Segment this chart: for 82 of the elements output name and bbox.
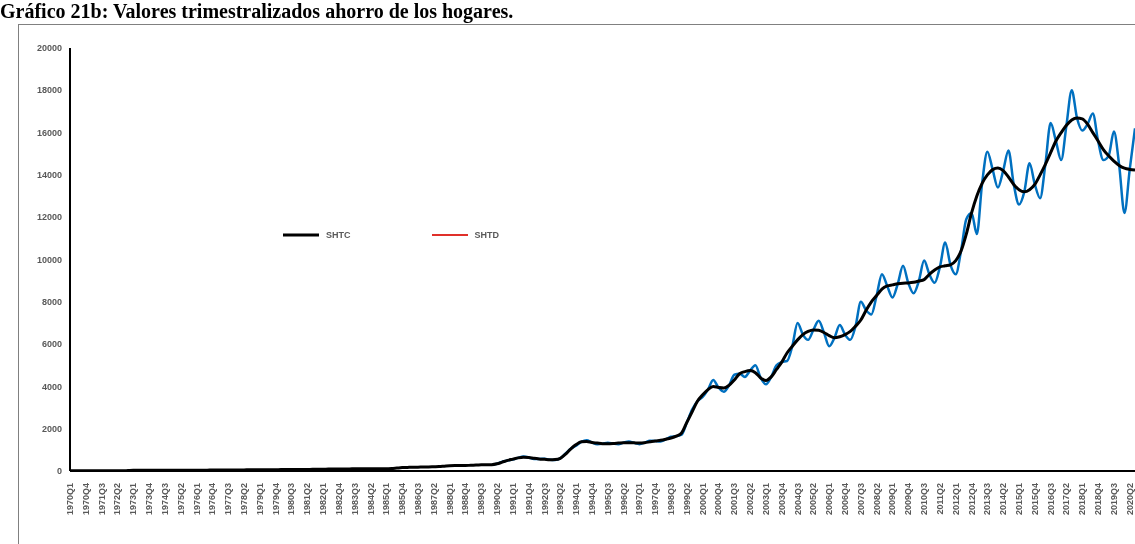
x-tick-label: 2018Q1	[1077, 483, 1088, 516]
x-tick-label: 2005Q2	[808, 483, 819, 516]
x-tick-label: 1990Q2	[492, 483, 503, 516]
y-tick-label: 10000	[36, 254, 62, 265]
x-tick-label: 2018Q4	[1093, 483, 1104, 516]
x-tick-label: 2000Q4	[713, 483, 724, 516]
y-tick-label: 12000	[36, 212, 62, 223]
x-tick-label: 1991Q4	[523, 483, 534, 516]
x-tick-label: 1972Q2	[112, 483, 123, 516]
x-tick-label: 1985Q4	[397, 483, 408, 516]
legend-label: SHTD	[474, 230, 499, 240]
x-tick-label: 1980Q3	[286, 483, 297, 516]
x-tick-label: 1997Q1	[634, 483, 645, 516]
x-tick-label: 1979Q4	[270, 483, 281, 516]
x-tick-label: 2012Q4	[966, 483, 977, 516]
x-tick-label: 2015Q1	[1014, 483, 1025, 516]
x-tick-label: 1982Q4	[333, 483, 344, 516]
y-tick-label: 16000	[36, 127, 62, 138]
x-tick-label: 2012Q1	[950, 483, 961, 516]
x-tick-label: 1970Q4	[80, 483, 91, 516]
y-tick-label: 4000	[41, 381, 62, 392]
x-tick-label: 1988Q4	[460, 483, 471, 516]
x-tick-label: 2008Q2	[871, 483, 882, 516]
y-tick-label: 0	[56, 466, 62, 477]
y-tick-label: 2000	[41, 423, 62, 434]
x-tick-label: 2003Q1	[760, 483, 771, 516]
x-tick-label: 1979Q1	[254, 483, 265, 516]
x-tick-label: 2006Q4	[840, 483, 851, 516]
x-tick-label: 2017Q2	[1061, 483, 1072, 516]
x-tick-label: 1999Q2	[681, 483, 692, 516]
x-tick-label: 2015Q4	[1029, 483, 1040, 516]
x-tick-label: 2007Q3	[855, 483, 866, 516]
x-tick-label: 1997Q4	[650, 483, 661, 516]
x-tick-label: 1981Q2	[302, 483, 313, 516]
y-tick-label: 20000	[36, 43, 62, 54]
x-tick-label: 1984Q2	[365, 483, 376, 516]
x-tick-label: 1982Q1	[318, 483, 329, 516]
x-tick-label: 1986Q3	[412, 483, 423, 516]
x-tick-label: 1974Q3	[159, 483, 170, 516]
x-tick-label: 2014Q2	[998, 483, 1009, 516]
x-tick-label: 1983Q3	[349, 483, 360, 516]
x-tick-label: 2000Q1	[697, 483, 708, 516]
x-tick-label: 1998Q3	[666, 483, 677, 516]
x-tick-label: 2011Q2	[934, 483, 945, 515]
x-tick-label: 2009Q4	[903, 483, 914, 516]
x-tick-label: 1971Q3	[96, 483, 107, 516]
x-tick-label: 2019Q3	[1108, 483, 1119, 516]
x-tick-label: 1973Q4	[144, 483, 155, 516]
x-tick-label: 1994Q4	[586, 483, 597, 516]
x-tick-label: 1995Q3	[602, 483, 613, 516]
x-tick-label: 2013Q3	[982, 483, 993, 516]
x-tick-label: 2009Q1	[887, 483, 898, 516]
x-tick-label: 1978Q2	[238, 483, 249, 516]
x-tick-label: 2006Q1	[824, 483, 835, 516]
x-tick-label: 1987Q2	[428, 483, 439, 516]
x-tick-label: 1988Q1	[444, 483, 455, 516]
x-tick-label: 1976Q4	[207, 483, 218, 516]
x-tick-label: 2004Q3	[792, 483, 803, 516]
x-tick-label: 1976Q1	[191, 483, 202, 516]
x-tick-label: 2020Q2	[1124, 483, 1135, 516]
x-tick-label: 1992Q3	[539, 483, 550, 516]
y-tick-label: 8000	[41, 296, 62, 307]
x-tick-label: 1973Q1	[128, 483, 139, 516]
x-tick-label: 2002Q2	[745, 483, 756, 516]
y-tick-label: 18000	[36, 85, 62, 96]
x-tick-label: 2010Q3	[919, 483, 930, 516]
x-tick-label: 1993Q2	[555, 483, 566, 516]
x-tick-label: 1975Q2	[175, 483, 186, 516]
x-tick-label: 2003Q4	[776, 483, 787, 516]
chart-title: Gráfico 21b: Valores trimestralizados ahorro de los hogares.	[0, 0, 514, 22]
x-tick-label: 1996Q2	[618, 483, 629, 516]
x-tick-label: 1989Q3	[476, 483, 487, 516]
x-tick-label: 2016Q3	[1045, 483, 1056, 516]
legend-label: SHTC	[326, 230, 351, 240]
x-tick-label: 2001Q3	[729, 483, 740, 516]
x-tick-label: 1985Q1	[381, 483, 392, 516]
y-tick-label: 6000	[41, 339, 62, 350]
x-tick-label: 1991Q1	[507, 483, 518, 516]
x-tick-label: 1994Q1	[571, 483, 582, 516]
x-tick-label: 1970Q1	[65, 483, 75, 516]
x-tick-label: 1977Q3	[223, 483, 234, 516]
y-tick-label: 14000	[36, 170, 62, 181]
